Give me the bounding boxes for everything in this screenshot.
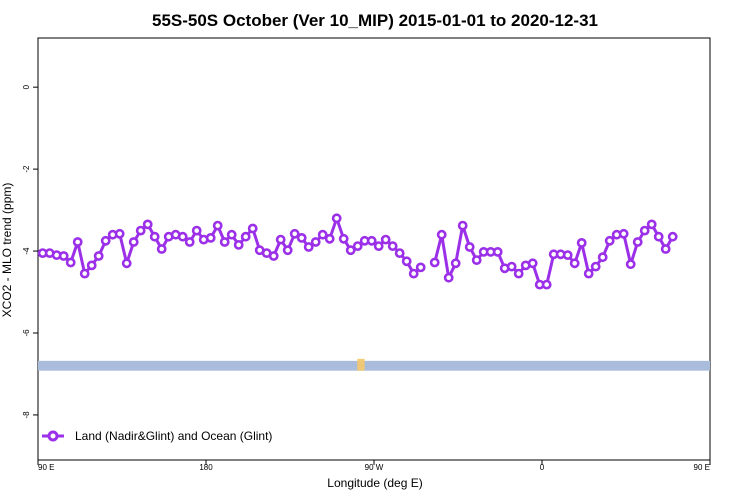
data-point [604, 235, 615, 246]
chart-title: 55S-50S October (Ver 10_MIP) 2015-01-01 … [152, 11, 598, 30]
data-point [226, 229, 237, 240]
data-point [114, 228, 125, 239]
data-point [618, 228, 629, 239]
data-point [184, 237, 195, 247]
land-coverage-marker [357, 358, 365, 371]
data-point [296, 232, 307, 243]
data-point [639, 225, 650, 236]
data-point [492, 246, 503, 257]
data-point [100, 235, 111, 246]
x-tick-label: 180 [199, 463, 213, 472]
data-point [268, 251, 279, 261]
data-point [394, 248, 405, 258]
series-layer [37, 213, 678, 290]
plot-frame [37, 37, 711, 461]
data-point [590, 261, 601, 272]
data-point [79, 268, 90, 279]
data-point [380, 234, 391, 245]
x-tick-label: 90 E [38, 463, 54, 472]
x-tick-label: 90 W [365, 463, 384, 472]
data-point [471, 255, 482, 265]
x-axis: 90 E 180 90 W 0 90 E [37, 460, 711, 472]
y-tick-label: 0 [22, 84, 31, 89]
data-point [569, 258, 580, 269]
y-axis: 0 -2 -4 -6 -8 [22, 84, 38, 418]
data-point [275, 234, 286, 245]
coverage-bar [38, 360, 710, 371]
data-point [331, 213, 342, 224]
data-point [660, 244, 671, 254]
y-axis-label: XCO2 - MLO trend (ppm) [0, 183, 14, 318]
data-point [282, 245, 293, 256]
data-point [212, 220, 223, 231]
data-point [93, 251, 104, 261]
data-point [156, 244, 167, 254]
y-tick-label: -2 [22, 165, 31, 173]
data-point [352, 241, 363, 251]
data-point [506, 261, 517, 272]
data-point [464, 242, 475, 252]
data-point [324, 233, 335, 244]
data-point [289, 228, 300, 239]
data-point [527, 258, 538, 269]
data-point [72, 237, 83, 247]
data-point [205, 232, 216, 243]
x-tick-label: 0 [540, 463, 545, 472]
data-point [415, 262, 426, 273]
y-tick-label: -8 [22, 411, 31, 419]
data-point [310, 237, 321, 247]
data-point [457, 220, 468, 231]
data-point [429, 257, 440, 268]
data-point [338, 233, 349, 244]
data-point [646, 219, 657, 230]
series-line [42, 216, 422, 276]
legend-marker-swatch [47, 430, 59, 442]
data-point [583, 268, 594, 279]
data-point [65, 257, 76, 268]
legend-label: Land (Nadir&Glint) and Ocean (Glint) [75, 429, 272, 443]
y-tick-label: -6 [22, 329, 31, 337]
data-point [562, 250, 573, 260]
data-point [58, 251, 69, 261]
legend: Land (Nadir&Glint) and Ocean (Glint) [42, 429, 272, 443]
coverage-band [38, 358, 710, 371]
data-point [149, 231, 160, 242]
data-point [128, 237, 139, 247]
data-point [436, 229, 447, 240]
data-point [121, 258, 132, 269]
y-tick-label: -4 [22, 247, 31, 255]
data-point [408, 268, 419, 279]
data-point [317, 229, 328, 240]
data-point [450, 258, 461, 269]
data-point [345, 245, 356, 256]
data-point [576, 237, 587, 248]
data-point [177, 231, 188, 242]
data-point [135, 225, 146, 236]
data-point [443, 272, 454, 283]
data-point [240, 231, 251, 242]
data-point [366, 235, 377, 246]
data-point [541, 279, 552, 290]
data-point [625, 259, 636, 270]
data-point [86, 260, 97, 271]
data-point [597, 252, 608, 263]
data-point [373, 241, 384, 251]
data-point [653, 231, 664, 242]
x-axis-label: Longitude (deg E) [327, 476, 422, 490]
data-point [401, 256, 412, 267]
data-point [632, 237, 643, 247]
data-point [387, 241, 398, 251]
data-point [233, 239, 244, 250]
data-point [247, 223, 258, 234]
data-point [513, 268, 524, 279]
data-point [219, 237, 230, 247]
data-point [667, 231, 678, 242]
x-tick-label: 90 E [694, 463, 710, 472]
data-point [142, 219, 153, 230]
data-point [303, 242, 314, 252]
data-point [191, 225, 202, 236]
